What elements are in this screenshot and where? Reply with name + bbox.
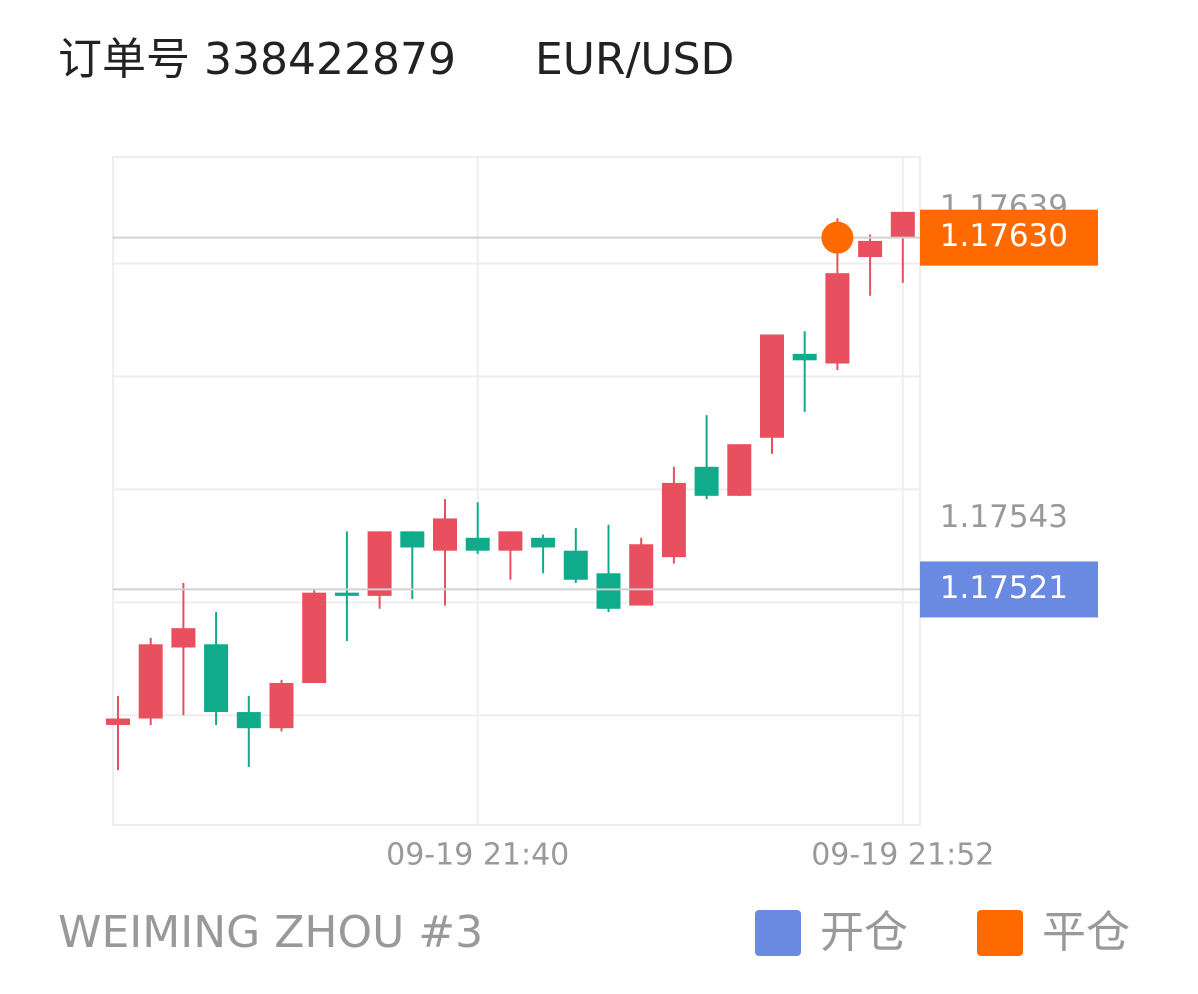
plot-frame (112, 156, 921, 826)
candle-body (531, 537, 556, 548)
candle-body (596, 573, 621, 609)
candle-body (760, 334, 784, 438)
marker-label: 1.17521 (940, 570, 1068, 606)
candle-body (204, 644, 229, 713)
candle-body (498, 531, 523, 551)
candle-body (890, 211, 915, 238)
legend-label: 平仓 (1042, 907, 1130, 958)
marker-tag (920, 209, 1098, 266)
marker-point (821, 221, 854, 254)
legend-swatch (977, 910, 1023, 956)
x-tick-label: 09-19 21:40 (386, 838, 569, 873)
x-tick-label: 09-19 21:52 (811, 838, 994, 873)
candle-body (727, 444, 752, 496)
symbol: EUR/USD (535, 34, 734, 85)
candle-body (792, 353, 817, 361)
order-number: 订单号 338422879 (58, 34, 456, 85)
legend-swatch (755, 910, 801, 956)
candle-body (825, 273, 850, 364)
candle-body (629, 544, 654, 606)
candle-body (106, 718, 130, 725)
legend-label: 开仓 (820, 907, 908, 958)
marker-label: 1.17630 (940, 218, 1068, 254)
account: WEIMING ZHOU #3 (58, 907, 483, 958)
marker-tag (920, 561, 1098, 618)
y-tick-label: 1.17543 (940, 499, 1068, 535)
candle-body (138, 644, 163, 719)
candle-body (433, 518, 457, 551)
candle-body (302, 592, 327, 684)
candle-body (400, 531, 425, 548)
candle-body (465, 537, 490, 551)
candle-body (661, 482, 686, 558)
candle-body (563, 550, 588, 580)
candle-body (858, 240, 883, 258)
candle-body (236, 712, 261, 729)
candle-body (334, 592, 359, 596)
candle-body (694, 466, 719, 496)
candle-body (367, 531, 392, 596)
candle-body (269, 683, 294, 729)
candle-body (171, 628, 196, 648)
